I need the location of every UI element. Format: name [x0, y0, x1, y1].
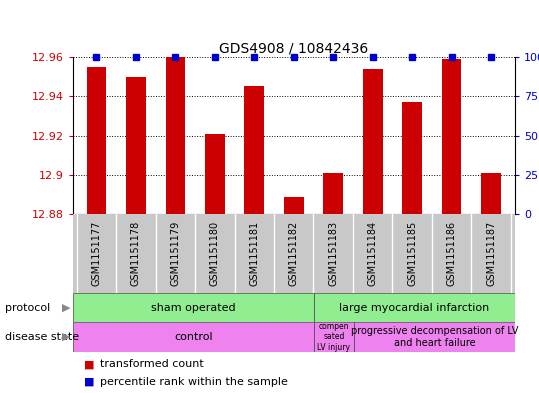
Text: GSM1151186: GSM1151186: [447, 220, 457, 286]
Text: ▶: ▶: [62, 303, 71, 312]
Text: GSM1151187: GSM1151187: [486, 220, 496, 286]
Bar: [284, 196, 303, 214]
Text: control: control: [174, 332, 212, 342]
Bar: [363, 69, 383, 214]
Text: large myocardial infarction: large myocardial infarction: [339, 303, 489, 312]
Text: GSM1151181: GSM1151181: [250, 220, 259, 286]
Text: protocol: protocol: [5, 303, 51, 312]
Text: ▶: ▶: [62, 332, 71, 342]
Text: GSM1151178: GSM1151178: [131, 220, 141, 286]
Text: ■: ■: [84, 377, 94, 387]
Bar: [314, 322, 354, 352]
Bar: [402, 102, 422, 214]
Text: transformed count: transformed count: [100, 359, 203, 369]
Bar: [481, 173, 501, 214]
Bar: [205, 134, 225, 214]
Text: compen
sated
LV injury: compen sated LV injury: [317, 322, 350, 352]
Text: GSM1151182: GSM1151182: [289, 220, 299, 286]
Bar: [73, 322, 314, 352]
Bar: [354, 322, 515, 352]
Bar: [165, 57, 185, 214]
Text: disease state: disease state: [5, 332, 80, 342]
Text: GSM1151184: GSM1151184: [368, 220, 378, 286]
Bar: [314, 293, 515, 322]
Bar: [87, 67, 106, 214]
Title: GDS4908 / 10842436: GDS4908 / 10842436: [219, 42, 368, 56]
Bar: [323, 173, 343, 214]
Text: GSM1151183: GSM1151183: [328, 220, 338, 286]
Text: GSM1151180: GSM1151180: [210, 220, 220, 286]
Bar: [244, 86, 264, 214]
Text: sham operated: sham operated: [151, 303, 236, 312]
Text: ■: ■: [84, 359, 94, 369]
Text: percentile rank within the sample: percentile rank within the sample: [100, 377, 288, 387]
Bar: [73, 293, 314, 322]
Text: GSM1151185: GSM1151185: [407, 220, 417, 286]
Text: GSM1151179: GSM1151179: [170, 220, 181, 286]
Bar: [126, 77, 146, 214]
Text: GSM1151177: GSM1151177: [92, 220, 101, 286]
Text: progressive decompensation of LV
and heart failure: progressive decompensation of LV and hea…: [351, 326, 518, 348]
Bar: [442, 59, 461, 214]
